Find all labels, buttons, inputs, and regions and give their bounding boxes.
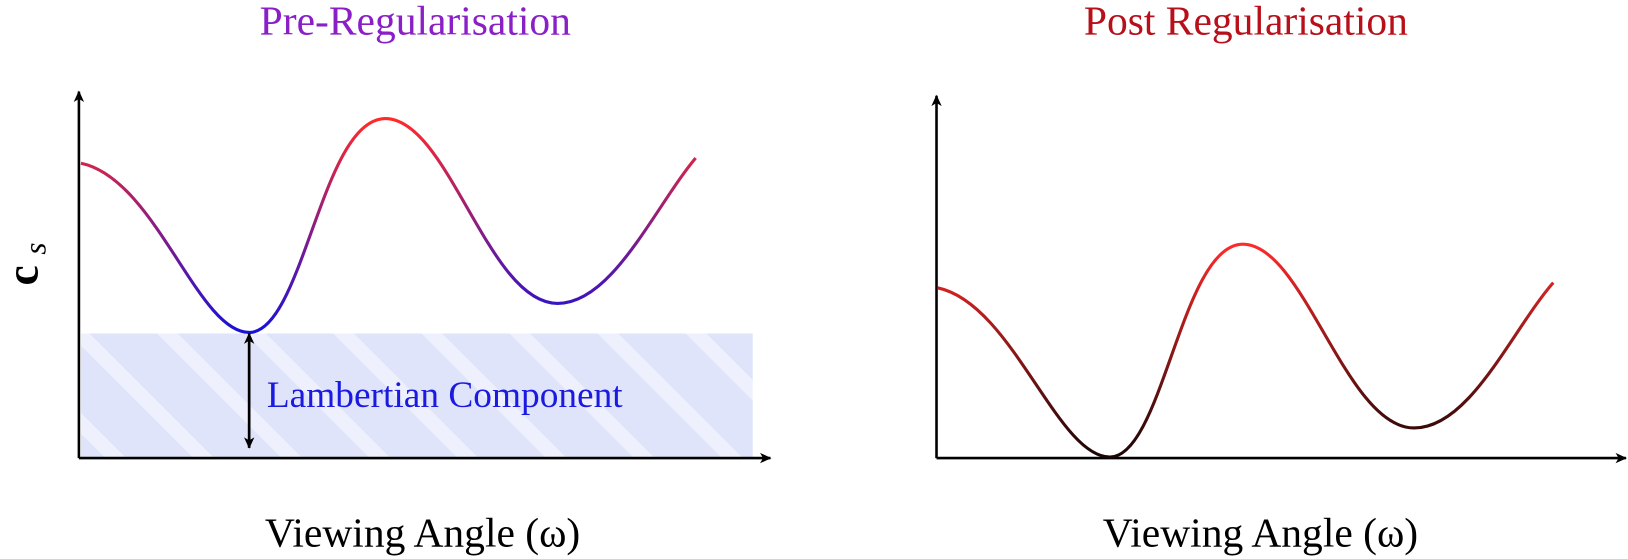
lambertian-region — [80, 333, 753, 459]
x-label: Viewing Angle (ω) — [1103, 509, 1418, 556]
curve — [80, 117, 697, 335]
x-label: Viewing Angle (ω) — [265, 509, 580, 556]
y-label: c s — [0, 242, 53, 285]
annotation: Lambertian Component — [267, 375, 623, 416]
curve — [937, 242, 1555, 459]
y-label-main: c — [0, 265, 47, 285]
y-label-sub: s — [18, 242, 53, 254]
right-title: Post Regularisation — [1084, 0, 1408, 43]
left-title: Pre-Regularisation — [260, 0, 572, 43]
